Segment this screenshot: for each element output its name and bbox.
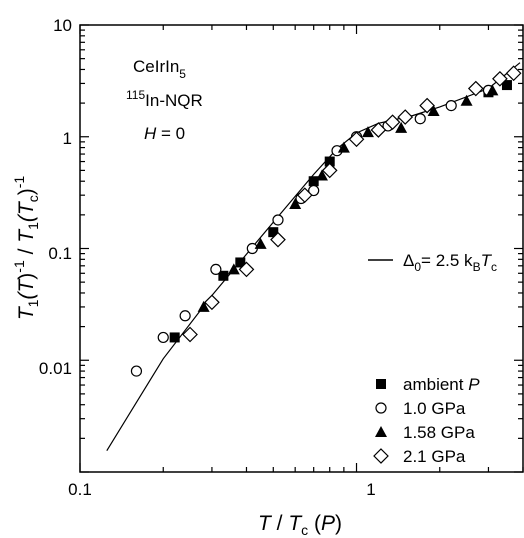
data-point-s2-7 [395,121,408,133]
data-point-s2-0 [197,300,210,312]
y-tick-label-1: 1 [63,129,72,148]
data-point-s2-1 [227,263,240,275]
legend-marker-3 [373,448,389,464]
data-point-s0-4 [308,176,319,187]
data-point-s3-6 [348,131,365,148]
data-point-s3-7 [370,122,387,138]
legend-label-ambient: ambient P [403,375,480,394]
data-point-s0-2 [235,257,246,268]
data-point-s3-8 [384,114,401,131]
data-point-s3-11 [467,80,484,97]
x-tick-label-1: 1 [366,480,375,499]
data-point-s1-1 [157,331,169,344]
data-point-s1-7 [308,184,320,197]
data-points [130,65,522,377]
data-point-s3-10 [419,97,435,114]
data-point-s3-9 [397,109,414,125]
y-tick-label-10: 10 [53,16,72,35]
data-point-s3-4 [296,187,313,204]
data-point-s3-5 [321,162,338,179]
data-point-s2-6 [361,126,374,138]
data-point-s1-5 [272,214,284,226]
data-point-s0-5 [324,156,335,167]
legend-markers [373,379,389,464]
y-tick-label-0.1: 0.1 [48,244,72,263]
nqr-annotation: 115In-NQR [126,88,203,110]
data-point-s2-5 [337,141,350,153]
fit-legend-label: Δ0= 2.5 kBTc [403,251,497,274]
x-tick-label-0.1: 0.1 [68,480,92,499]
data-point-s1-2 [179,310,191,322]
compound-annotation: CeIrIn5 [133,57,186,81]
data-point-s0-1 [218,270,229,281]
data-point-s2-4 [315,169,328,181]
data-point-s2-2 [254,237,267,249]
data-point-s2-3 [289,198,302,210]
data-point-s2-8 [427,104,440,116]
data-point-s1-3 [210,263,222,276]
legend-label-1.0gpa: 1.0 GPa [403,399,466,418]
y-axis-title: T1(T)-1 / T1(Tc)-1 [11,176,41,321]
data-point-s3-0 [182,326,198,343]
data-point-s2-10 [486,84,499,96]
data-point-s3-1 [204,294,220,311]
data-point-s0-0 [169,332,180,343]
data-point-s3-2 [238,261,255,278]
legend-marker-0 [376,379,386,389]
data-point-s1-11 [414,113,426,125]
data-point-s0-7 [501,80,512,91]
data-point-s1-12 [445,99,457,112]
legend-label-1.58gpa: 1.58 GPa [403,423,475,442]
field-annotation: H = 0 [144,124,185,143]
data-point-s3-3 [270,231,286,248]
axis-ticks [79,24,524,473]
y-tick-label-0.01: 0.01 [39,359,72,378]
data-point-s3-12 [492,70,508,87]
data-point-s0-3 [268,227,279,238]
legend-label-2.1gpa: 2.1 GPa [403,447,466,466]
legend-marker-1 [375,402,387,414]
x-axis-title: T / Tc (P) [258,512,342,538]
data-point-s2-9 [460,94,473,106]
legend-marker-2 [375,426,387,437]
data-point-s1-0 [130,365,143,377]
data-point-s3-13 [505,65,522,82]
